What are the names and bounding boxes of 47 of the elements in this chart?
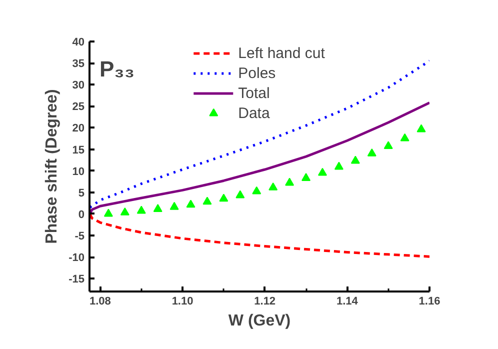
point [318, 168, 327, 176]
point [268, 182, 278, 190]
line-series [90, 101, 430, 216]
point [302, 173, 311, 181]
point [170, 202, 179, 210]
x-axis-title: W (GeV) [228, 312, 291, 330]
x-tick-label: 1.14 [336, 296, 359, 308]
x-tick-label: 1.08 [90, 296, 111, 308]
y-tick-label: 30 [72, 80, 85, 92]
point [186, 200, 196, 208]
y-tick-label: 15 [72, 144, 85, 156]
legend-label: Poles [238, 64, 276, 82]
x-tick-label: 1.16 [418, 296, 440, 308]
point [285, 178, 294, 186]
point [400, 133, 410, 142]
y-tick-label: -10 [68, 252, 85, 264]
point [202, 196, 212, 205]
y-tick-label: 5 [78, 187, 85, 200]
point [136, 206, 146, 214]
point [350, 156, 360, 164]
point [120, 208, 130, 216]
point [416, 124, 426, 132]
y-tick-label: -15 [68, 274, 85, 286]
y-tick-label: 35 [72, 58, 85, 70]
point [367, 148, 376, 156]
x-tick-label: 1.12 [254, 296, 276, 308]
y-tick-label: 0 [78, 208, 85, 221]
point [252, 186, 262, 194]
y-tick-label: 20 [72, 122, 85, 135]
y-axis-title: Phase shift (Degree) [44, 89, 61, 244]
point [219, 194, 228, 202]
point [334, 162, 344, 170]
point [104, 208, 113, 217]
legend-label: Total [238, 84, 270, 102]
y-tick-label: -5 [74, 230, 84, 242]
legend-label: Data [238, 104, 270, 122]
text: P₃₃ [100, 56, 135, 82]
point [384, 141, 393, 150]
x-tick-label: 1.10 [172, 296, 194, 308]
line-series [90, 60, 430, 209]
point [236, 190, 245, 198]
line-series [90, 212, 430, 258]
point [153, 204, 162, 212]
y-tick-label: 40 [72, 36, 85, 48]
y-tick-label: 10 [72, 166, 85, 178]
y-tick-label: 25 [72, 101, 85, 114]
legend-label: Left hand cut [238, 44, 325, 62]
